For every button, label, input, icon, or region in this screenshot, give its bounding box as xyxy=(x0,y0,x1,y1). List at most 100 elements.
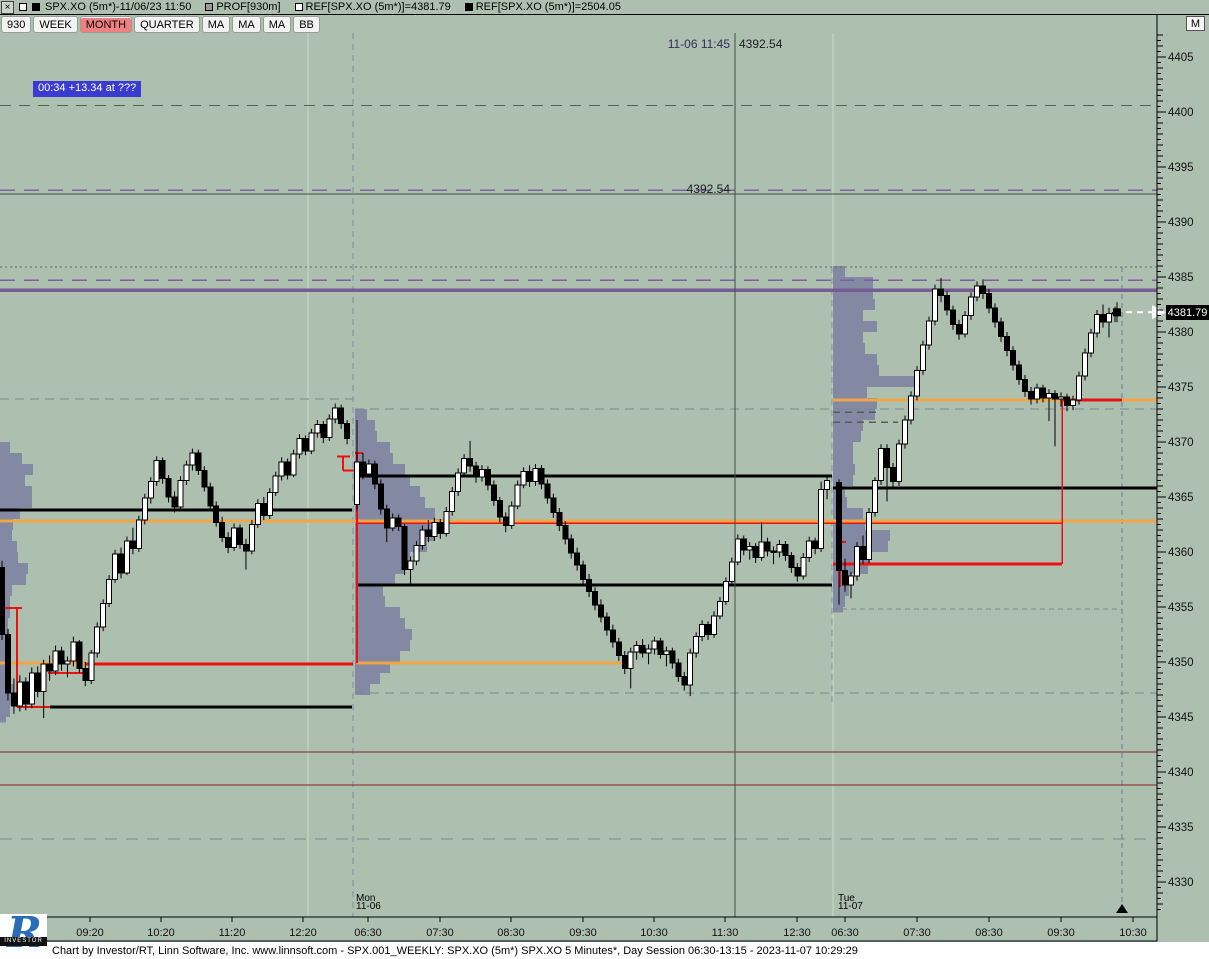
candle-body-s1 xyxy=(568,538,575,554)
candle-body-s1 xyxy=(758,541,765,558)
candle-body-s1 xyxy=(508,505,515,527)
volume-profile-bar-s0 xyxy=(0,552,18,563)
time-tick-label: 11:20 xyxy=(219,927,246,939)
candle-body-s1 xyxy=(693,636,700,654)
candle-body-s2 xyxy=(1022,378,1028,392)
candle-body-s1 xyxy=(413,544,420,562)
volume-profile-bar-s2 xyxy=(833,409,875,420)
candle-body-s2 xyxy=(974,285,980,298)
candle-body-s0 xyxy=(171,496,178,508)
candle-body-s2 xyxy=(920,344,926,372)
candle-body-s0 xyxy=(201,470,208,488)
volume-profile-bar-s0 xyxy=(0,662,8,673)
volume-profile-bar-s0 xyxy=(0,464,33,475)
candle-body-s0 xyxy=(260,503,267,517)
candle-body-s0 xyxy=(248,524,255,552)
toolbar-button-930-0[interactable]: 930 xyxy=(1,16,32,33)
candle-body-s1 xyxy=(520,471,527,486)
toolbar-button-quarter-3[interactable]: QUARTER xyxy=(134,16,200,33)
candle-body-s0 xyxy=(118,553,124,574)
candle-body-s0 xyxy=(165,477,172,498)
logo-banner: INVESTOR xyxy=(0,937,47,946)
price-tick-label: 4370 xyxy=(1168,437,1194,449)
volume-profile-bar-s1 xyxy=(355,431,377,442)
volume-profile-bar-s0 xyxy=(0,541,17,552)
volume-profile-bar-s1 xyxy=(355,618,405,629)
volume-profile-bar-s1 xyxy=(355,541,427,552)
toolbar-button-week-1[interactable]: WEEK xyxy=(33,16,78,33)
candle-body-s2 xyxy=(1082,352,1088,377)
candle-body-s0 xyxy=(266,492,273,517)
time-marker-arrow-icon xyxy=(1116,904,1128,913)
volume-profile-bar-s2 xyxy=(833,343,865,354)
checkbox-icon[interactable] xyxy=(19,3,27,11)
candle-body-s2 xyxy=(1088,332,1094,354)
candle-body-s1 xyxy=(502,516,509,527)
toolbar-button-bb-7[interactable]: BB xyxy=(293,16,320,33)
candle-body-s2 xyxy=(842,570,848,586)
maximize-button[interactable]: M xyxy=(1186,16,1205,31)
candle-body-s0 xyxy=(141,497,148,521)
candle-body-s1 xyxy=(550,497,557,513)
volume-profile-bar-s1 xyxy=(355,475,410,486)
price-tick-label: 4405 xyxy=(1168,52,1194,64)
volume-profile-bar-s1 xyxy=(355,409,367,420)
study-ref2[interactable]: REF[SPX.XO (5m*)]=2504.05 xyxy=(460,1,621,13)
candle-body-s2 xyxy=(908,395,914,421)
day-label-tue: Tue 11-07 xyxy=(838,893,863,912)
investor-rt-logo: R INVESTOR xyxy=(0,914,47,959)
toolbar-button-month-2[interactable]: MONTH xyxy=(79,16,133,33)
candle-body-s1 xyxy=(484,469,491,486)
candle-body-s0 xyxy=(70,641,77,662)
candle-body-s1 xyxy=(514,484,521,507)
candle-body-s2 xyxy=(878,448,884,482)
candle-body-s0 xyxy=(10,692,17,707)
time-tick-label: 12:20 xyxy=(289,927,317,939)
candle-body-s0 xyxy=(326,418,333,439)
study-prof[interactable]: PROF[930m] xyxy=(200,1,281,13)
candle-body-s1 xyxy=(645,648,652,654)
candle-body-s2 xyxy=(1046,393,1052,399)
title-bar: × SPX.XO (5m*)-11/06/23 11:50 PROF[930m]… xyxy=(0,0,1209,15)
candle-body-s2 xyxy=(866,511,872,561)
price-tick-label: 4395 xyxy=(1168,162,1194,174)
candle-body-s1 xyxy=(580,564,587,581)
candle-body-s1 xyxy=(687,652,694,686)
volume-profile-bar-s2 xyxy=(833,398,877,409)
price-tick-label: 4385 xyxy=(1168,272,1194,284)
candle-body-s2 xyxy=(1028,390,1034,400)
candle-body-s1 xyxy=(467,458,474,467)
volume-profile-bar-s1 xyxy=(355,442,390,453)
volume-profile-bar-s0 xyxy=(0,717,6,723)
price-tick-label: 4380 xyxy=(1168,327,1194,339)
price-tick-label: 4400 xyxy=(1168,107,1194,119)
toolbar-button-ma-5[interactable]: MA xyxy=(232,16,261,33)
candle-body-s1 xyxy=(734,538,741,563)
last-price-label: 4381.79 xyxy=(1166,305,1209,320)
toolbar-button-ma-6[interactable]: MA xyxy=(262,16,292,33)
candle-body-s0 xyxy=(112,553,119,581)
candle-body-s2 xyxy=(914,370,920,397)
volume-profile-bar-s1 xyxy=(355,563,405,574)
toolbar-button-ma-4[interactable]: MA xyxy=(201,16,231,33)
candle-body-s1 xyxy=(538,467,545,485)
position-badge[interactable]: 00:34 +13.34 at ??? xyxy=(33,81,142,97)
volume-profile-bar-s0 xyxy=(0,651,9,662)
volume-profile-bar-s2 xyxy=(833,420,863,431)
candle-body-s1 xyxy=(681,675,688,686)
candle-body-s1 xyxy=(407,560,414,571)
candle-body-s1 xyxy=(794,566,801,577)
candle-body-s1 xyxy=(401,526,408,571)
study-ref1[interactable]: REF[SPX.XO (5m*)]=4381.79 xyxy=(290,1,451,13)
volume-profile-bar-s2 xyxy=(833,464,855,475)
checkbox-filled-icon[interactable] xyxy=(32,3,40,11)
volume-profile-bar-s0 xyxy=(0,530,12,541)
volume-profile-bar-s1 xyxy=(355,508,435,519)
close-icon[interactable]: × xyxy=(1,0,14,14)
candle-body-s2 xyxy=(980,285,986,294)
candle-body-s2 xyxy=(1094,313,1100,334)
volume-profile-bar-s1 xyxy=(355,640,410,651)
volume-profile-bar-s2 xyxy=(833,519,865,530)
